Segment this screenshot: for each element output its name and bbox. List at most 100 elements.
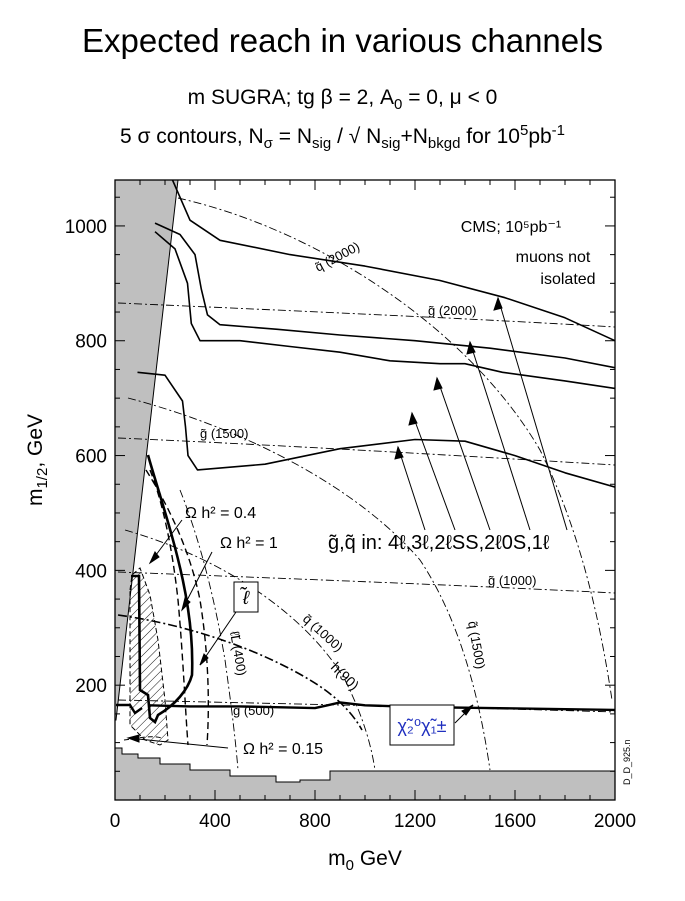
subtitle1-sub: 0 <box>394 96 403 114</box>
y-axis-label-sub: 1/2 <box>34 468 51 489</box>
arrowhead-2lss <box>433 376 443 391</box>
arrowhead-2l0s <box>466 340 476 355</box>
reach-contour-5 <box>148 701 615 712</box>
chart-subtitle-1: m SUGRA; tg β = 2, A0 = 0, μ < 0 <box>0 86 685 113</box>
arrow-1l <box>497 297 568 531</box>
arrowhead-omega015 <box>126 734 140 743</box>
x-tick-label-2000: 2000 <box>594 811 636 832</box>
y-axis-label: m1/2, GeV <box>24 414 51 506</box>
squark-2000-label: q̃ (2000) <box>312 239 362 275</box>
squark-1000-label: q̃ (1000) <box>300 611 346 655</box>
arrowhead-omega1 <box>181 597 191 612</box>
gluino-500-label: g̃ (500) <box>233 703 274 718</box>
higgs-90-contour <box>117 614 363 731</box>
arrowhead-1l <box>493 296 503 311</box>
x-axis-label: m0 GeV <box>328 847 402 874</box>
slepton-400-contour <box>179 489 239 771</box>
arrowhead-chi <box>461 704 474 716</box>
reach-contour-3 <box>154 231 615 390</box>
chart-title: Expected reach in various channels <box>82 22 603 59</box>
arrow-omega015 <box>127 737 229 749</box>
subtitle2-post: pb <box>528 125 552 148</box>
axis-ticks: 0 400 800 1200 1600 2000 200 400 600 800 1000 <box>65 180 636 832</box>
slepton-400-label: ℓ̃L (400) <box>227 630 250 677</box>
muons-label-2: isolated <box>540 271 595 288</box>
subtitle2-sup2: -1 <box>551 122 566 139</box>
arrow-2lss <box>436 377 491 531</box>
reach-contour-1 <box>171 180 615 342</box>
squark-1500-label: q̃ (1500) <box>465 620 488 670</box>
gluino-1000-label: g̃ (1000) <box>488 573 536 588</box>
y-tick-label-600: 600 <box>75 447 107 468</box>
slepton-box <box>233 581 259 613</box>
x-tick-label-1600: 1600 <box>494 811 536 832</box>
omega-015-label: Ω h² = 0.15 <box>243 741 323 758</box>
muons-label-1: muons not <box>516 249 591 266</box>
gluino-500-contour <box>117 699 615 713</box>
gluino-1500-label: g̃ (1500) <box>200 426 248 441</box>
cms-label: CMS; 10⁵pb⁻¹ <box>461 219 561 236</box>
plot-area <box>115 180 615 800</box>
chart-subtitle-2: 5 σ contours, Nσ = Nsig / √ Nsig+Nbkgd f… <box>0 122 685 152</box>
arrowhead-4l <box>394 445 404 460</box>
gluino-1500-contour <box>117 437 615 466</box>
arrowhead-3l <box>408 411 418 426</box>
y-tick-label-800: 800 <box>75 332 107 353</box>
arrow-4l <box>397 446 426 531</box>
x-axis-label-unit: GeV <box>354 847 402 870</box>
gq-channels-label: g̃,q̃ in: 4ℓ,3ℓ,2ℓSS,2ℓ0S,1ℓ <box>328 532 550 554</box>
omega-015-contour <box>123 736 163 741</box>
omega-04-contour <box>149 469 189 746</box>
thick-boundary-contour <box>131 454 194 725</box>
subtitle2-sub2: sig <box>312 135 332 153</box>
subtitle2-mid3: +N <box>400 125 428 148</box>
x-tick-label-0: 0 <box>110 811 121 832</box>
subtitle2-sub1: σ <box>263 135 273 153</box>
x-axis-label-sub: 0 <box>346 857 354 874</box>
isomass-contours <box>117 197 615 771</box>
subtitle2-pre: 5 σ contours, N <box>119 125 264 148</box>
arrowhead-slepton <box>199 653 209 666</box>
arrow-2l0s <box>469 341 531 531</box>
chi-box-label: χ̃₂⁰χ̃₁± <box>397 716 446 736</box>
y-tick-label-400: 400 <box>75 561 107 582</box>
arrow-3l <box>411 412 456 531</box>
omega-04-label: Ω h² = 0.4 <box>185 505 256 522</box>
squark-1000-contour <box>124 529 376 771</box>
y-axis-label-unit: , GeV <box>24 414 47 468</box>
squark-1500-contour <box>127 397 491 771</box>
squark-2000-contour <box>177 197 613 701</box>
x-tick-label-400: 400 <box>199 811 231 832</box>
x-tick-label-1200: 1200 <box>394 811 436 832</box>
y-tick-label-1000: 1000 <box>65 217 107 238</box>
y-axis-label-main: m <box>24 489 47 507</box>
chi-box <box>389 704 455 746</box>
subtitle2-sub3: sig <box>381 135 401 153</box>
slepton-box-label: ℓ̃ <box>239 587 250 609</box>
y-axis-label-group: m1/2, GeV <box>24 414 51 506</box>
reach-contour-4 <box>137 371 615 488</box>
gluino-1000-contour <box>117 571 615 594</box>
subtitle1-post: = 0, μ < 0 <box>402 86 498 109</box>
y-tick-label-200: 200 <box>75 676 107 697</box>
excluded-region-bottom <box>115 747 615 800</box>
chi-contour-left <box>116 703 143 715</box>
subtitle2-sub4: bkgd <box>427 135 461 153</box>
subtitle2-mid2: / √ N <box>331 125 382 148</box>
arrowhead-omega04 <box>148 551 160 565</box>
x-axis-label-main: m <box>328 847 346 870</box>
higgs-90-label: h(90) <box>328 659 362 693</box>
reach-contour-2 <box>154 222 615 369</box>
gluino-2000-contour <box>117 302 615 328</box>
subtitle2-sup: 5 <box>519 122 529 139</box>
omega-1-label: Ω h² = 1 <box>220 535 278 552</box>
x-tick-label-800: 800 <box>299 811 331 832</box>
annotation-arrows <box>126 296 568 749</box>
omega-1-contour <box>145 469 210 746</box>
gluino-2000-label: g̃ (2000) <box>428 303 476 318</box>
subtitle2-mid4: for 10 <box>460 125 520 148</box>
subtitle1-pre: m SUGRA; tg β = 2, A <box>187 86 395 109</box>
side-id-label: D_D_925.n <box>622 739 632 785</box>
subtitle2-mid1: = N <box>272 125 313 148</box>
